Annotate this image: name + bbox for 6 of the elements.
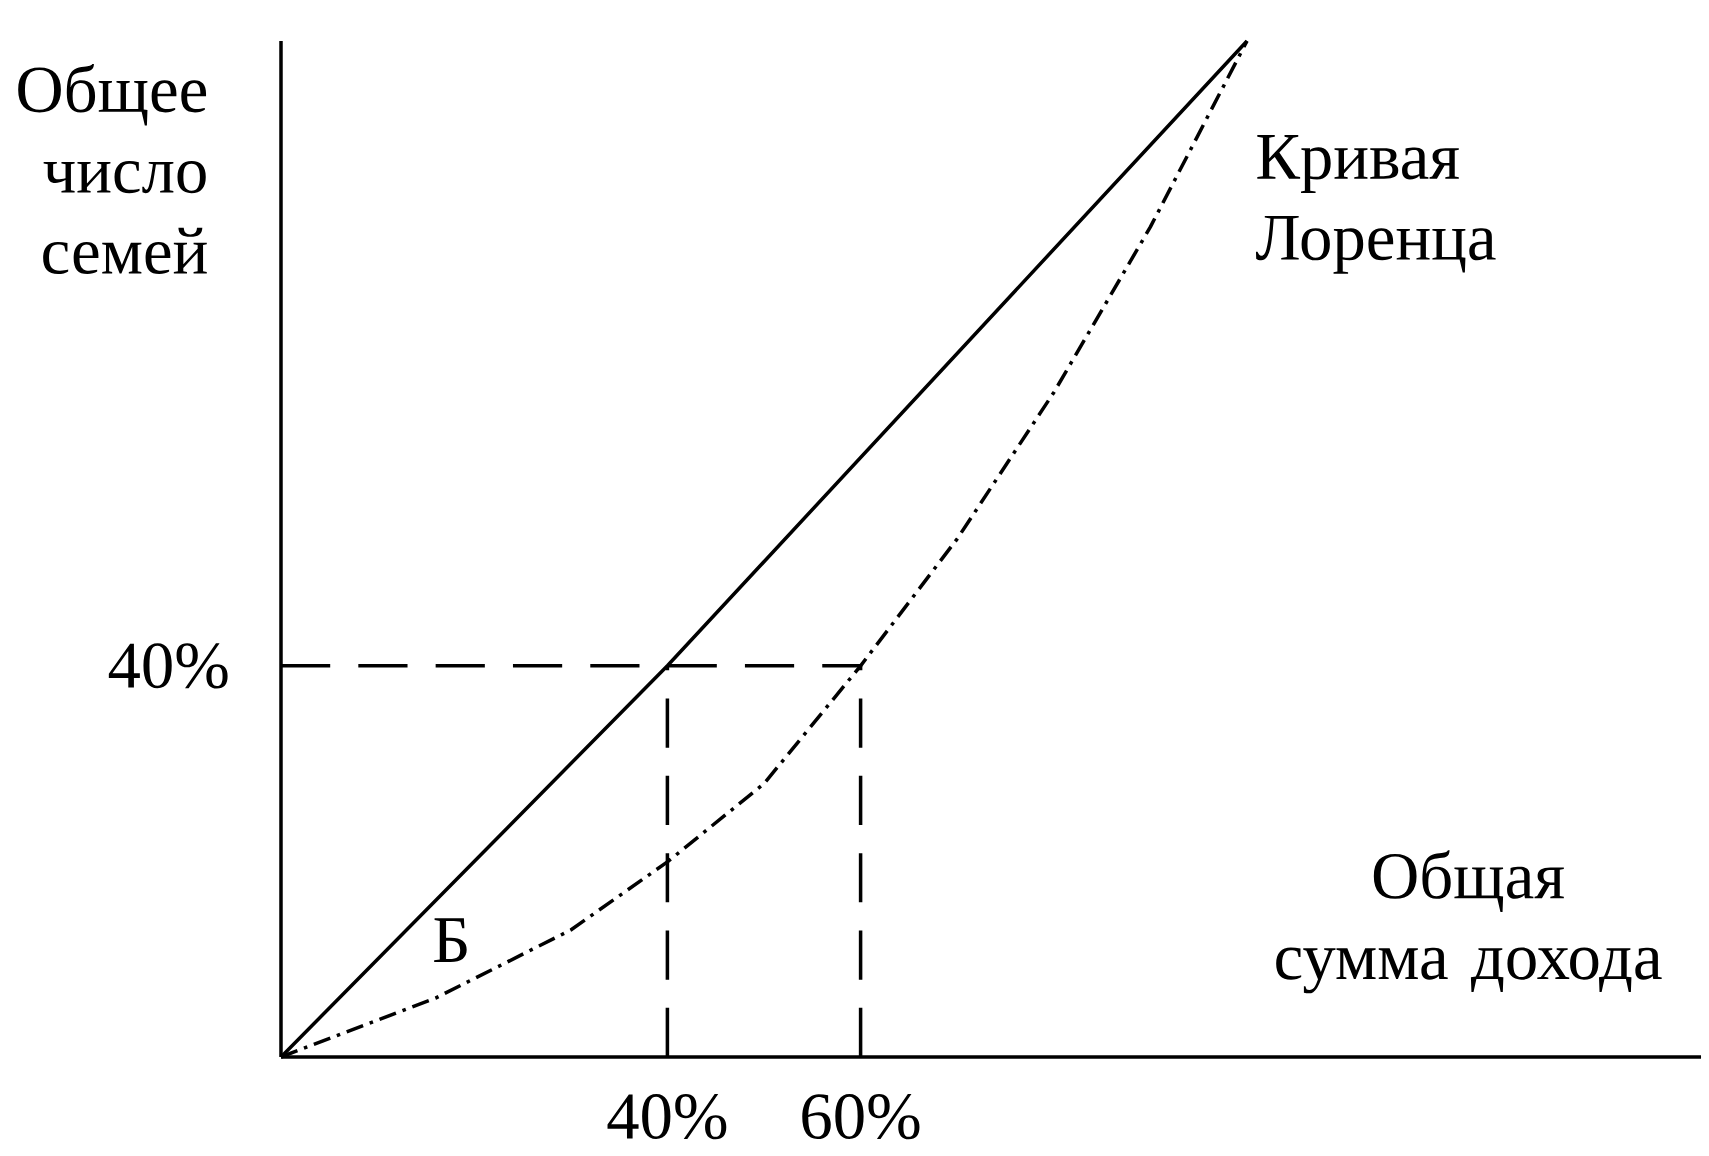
y-axis-title: Общее число семей [18, 63, 207, 275]
annotation: 40% [108, 643, 228, 689]
annotation: Кривая Лоренца [1255, 135, 1496, 274]
x-axis-title: Общая сумма дохода [1276, 850, 1662, 994]
annotation: Б [434, 918, 467, 962]
x-tick-label: 60% [802, 1094, 920, 1140]
